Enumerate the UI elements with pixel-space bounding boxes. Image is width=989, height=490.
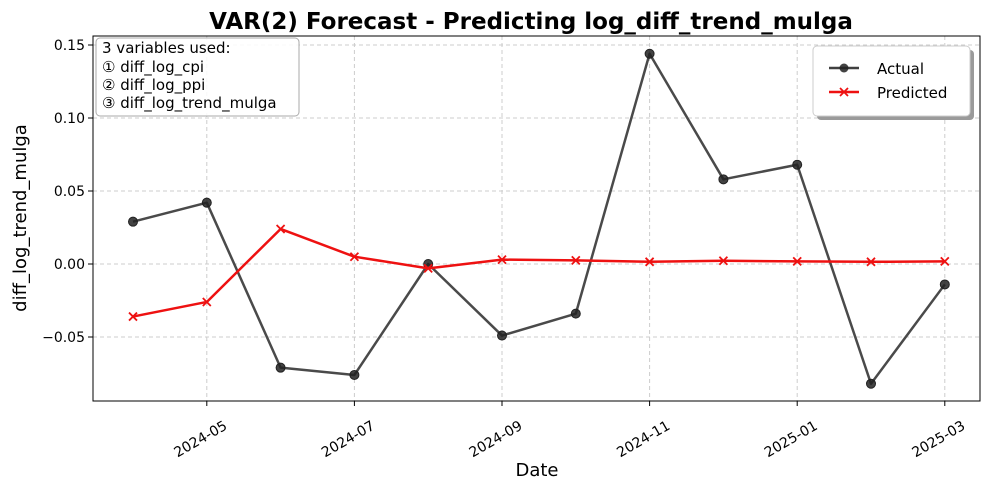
- x-marker-stroke: [839, 87, 849, 97]
- x-marker-stroke: [644, 257, 655, 267]
- x-marker-stroke: [423, 263, 433, 274]
- data-point-predicted: [349, 252, 360, 262]
- y-tick-label: 0.05: [54, 184, 85, 200]
- x-marker-stroke: [349, 252, 360, 262]
- x-tick-label: 2025-03: [909, 418, 968, 461]
- x-axis: 2024-05 2024-07 2024-09 2024-11 2025-01 2025-…: [171, 401, 968, 461]
- x-marker-stroke: [866, 257, 876, 267]
- x-marker-stroke: [497, 254, 507, 265]
- annotation-line-2: ② diff_log_ppi: [102, 76, 205, 95]
- x-marker-stroke: [792, 256, 802, 267]
- data-point-actual: [128, 216, 138, 227]
- y-tick-label: 0.10: [54, 111, 85, 127]
- data-point-actual: [349, 369, 360, 380]
- series-layer: [128, 48, 950, 389]
- x-axis-title: Date: [515, 460, 558, 481]
- data-point-actual: [792, 159, 803, 170]
- data-point-predicted: [202, 297, 212, 307]
- annotation-line-3: ③ diff_log_trend_mulga: [102, 94, 277, 113]
- legend: Actual Predicted: [812, 45, 974, 120]
- y-tick-label: −0.05: [42, 330, 85, 346]
- y-axis: −0.05 0.00 0.05 0.10 0.15: [42, 38, 93, 346]
- data-point-predicted: [792, 256, 802, 267]
- x-tick-label: 2024-05: [171, 418, 230, 461]
- x-marker-stroke: [718, 256, 729, 266]
- data-point-actual: [939, 279, 950, 290]
- y-tick-label: 0.15: [54, 38, 85, 54]
- data-point-predicted: [644, 257, 655, 267]
- y-tick-label: 0.00: [54, 257, 85, 273]
- data-point-actual: [718, 174, 729, 185]
- data-point-actual: [497, 330, 507, 341]
- chart-title: VAR(2) Forecast - Predicting log_diff_tr…: [209, 9, 853, 35]
- annotation-header: 3 variables used:: [102, 39, 231, 57]
- x-tick-label: 2025-01: [762, 418, 821, 461]
- data-point-predicted: [940, 256, 950, 267]
- x-tick-label: 2024-09: [467, 418, 526, 461]
- data-point-predicted: [423, 263, 433, 274]
- x-marker-stroke: [275, 224, 286, 234]
- legend-marker-actual: [839, 63, 849, 73]
- data-point-actual: [866, 378, 876, 389]
- x-tick-label: 2024-07: [319, 418, 378, 461]
- data-point-actual: [275, 362, 286, 373]
- x-tick-label: 2024-11: [614, 418, 673, 461]
- x-marker-stroke: [128, 311, 138, 322]
- x-marker-stroke: [202, 297, 212, 307]
- data-point-predicted: [571, 255, 581, 265]
- data-point-actual: [644, 48, 655, 59]
- series-line-predicted: [132, 227, 945, 318]
- legend-marker-predicted: [839, 87, 849, 97]
- data-point-predicted: [275, 224, 286, 234]
- legend-label-actual: Actual: [877, 60, 924, 78]
- series-line-actual: [132, 52, 946, 385]
- legend-label-predicted: Predicted: [877, 84, 947, 102]
- plot-frame: [92, 35, 981, 402]
- data-point-predicted: [128, 311, 138, 322]
- data-point-predicted: [866, 257, 876, 267]
- x-marker-stroke: [571, 255, 581, 265]
- data-point-predicted: [718, 256, 729, 266]
- annotation-line-1: ① diff_log_cpi: [102, 58, 204, 77]
- data-point-actual: [201, 197, 212, 208]
- y-axis-title: diff_log_trend_mulga: [10, 124, 31, 312]
- data-point-actual: [570, 308, 581, 319]
- data-point-predicted: [497, 254, 507, 265]
- legend-box: [812, 45, 971, 117]
- x-marker-stroke: [940, 256, 950, 267]
- variables-annotation: 3 variables used: ① diff_log_cpi ② diff_…: [95, 37, 300, 117]
- annotation-box: [95, 37, 300, 117]
